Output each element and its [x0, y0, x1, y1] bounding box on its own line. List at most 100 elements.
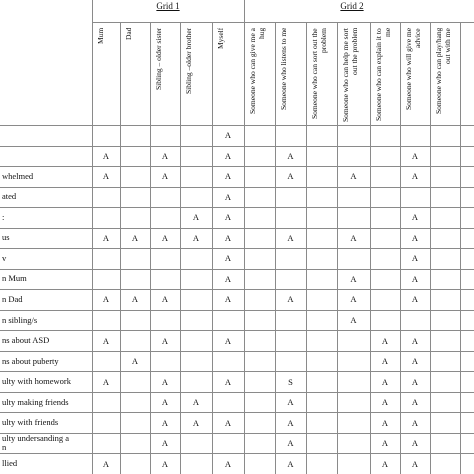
table-cell: A	[192, 417, 200, 428]
row-rule	[0, 432, 474, 434]
table-cell: A	[381, 458, 389, 469]
table-cell: A	[287, 232, 294, 243]
table-cell: A	[102, 335, 110, 346]
column-header: Dad	[124, 28, 133, 41]
row-label: ulty with homework	[2, 376, 71, 387]
table-cell: A	[102, 294, 110, 305]
column-header: Someone who can explain it to me	[374, 28, 392, 121]
table-cell: A	[161, 335, 169, 346]
table-cell: A	[224, 212, 232, 223]
table-cell: A	[381, 438, 389, 449]
row-label: whelmed	[2, 170, 34, 181]
table-cell: A	[161, 397, 169, 408]
column-header: Mum	[96, 28, 105, 45]
table-cell: A	[224, 130, 232, 141]
table-cell: A	[411, 438, 419, 449]
table-cell: A	[192, 232, 200, 243]
table-cell: A	[192, 397, 200, 408]
row-rule	[0, 186, 474, 188]
row-label: n sibling/s	[2, 314, 38, 325]
row-rule	[0, 350, 474, 352]
column-rule	[460, 22, 461, 474]
column-rule	[370, 22, 371, 474]
column-header: Someone who can play/hang out with me	[434, 28, 452, 115]
table-cell: A	[287, 397, 294, 408]
table-cell: A	[102, 150, 110, 161]
table-cell: A	[102, 232, 110, 243]
row-rule	[0, 453, 474, 455]
row-rule	[0, 289, 474, 291]
table-cell: A	[192, 212, 200, 223]
row-rule	[0, 330, 474, 332]
table-cell: A	[224, 417, 232, 428]
table-cell: A	[102, 458, 110, 469]
row-label: ulty making friends	[2, 396, 69, 407]
table-cell: A	[161, 438, 169, 449]
column-header: Someone who listens to me	[279, 28, 288, 111]
table-cell: A	[161, 171, 169, 182]
table-cell: A	[350, 315, 357, 325]
table-cell: A	[224, 253, 232, 264]
table-cell: A	[131, 294, 139, 305]
grid-title: Grid 1	[156, 1, 180, 11]
column-header: Sibling –older brother	[184, 28, 193, 95]
rule	[0, 125, 474, 126]
table-cell: A	[224, 191, 232, 202]
table-cell: A	[411, 294, 419, 305]
row-label: us	[2, 232, 10, 243]
table-cell: A	[411, 253, 419, 264]
row-label: llied	[2, 458, 18, 469]
table-cell: A	[161, 294, 169, 305]
table-cell: A	[411, 171, 419, 182]
row-label: ns about puberty	[2, 355, 59, 366]
table-cell: A	[381, 376, 389, 387]
grid-title: Grid 2	[340, 1, 364, 11]
column-rule	[337, 22, 338, 474]
rule	[92, 22, 474, 23]
table-cell: A	[411, 417, 419, 428]
table-cell: A	[381, 356, 389, 367]
table-cell: A	[411, 356, 419, 367]
table-cell: A	[161, 150, 169, 161]
column-header: Someone who will give me advice	[404, 28, 422, 111]
row-label: ulty undersanding a n	[2, 433, 70, 453]
table-cell: A	[131, 232, 139, 243]
table-cell: A	[102, 171, 110, 182]
table-cell: A	[161, 417, 169, 428]
table-cell: A	[161, 376, 169, 387]
table-cell: A	[381, 335, 389, 346]
table-cell: A	[350, 171, 357, 182]
table-cell: A	[381, 397, 389, 408]
row-rule	[0, 268, 474, 270]
table-cell: A	[411, 273, 419, 284]
row-rule	[0, 248, 474, 250]
column-header: Someone who can help me sort out the pro…	[341, 28, 359, 122]
column-rule	[244, 0, 245, 474]
row-label: :	[2, 211, 5, 222]
row-rule	[0, 166, 474, 168]
table-cell: A	[131, 356, 139, 367]
column-rule	[430, 22, 431, 474]
table-cell: A	[224, 335, 232, 346]
row-label: ated	[2, 191, 17, 202]
table-cell: A	[411, 376, 419, 387]
table-cell: S	[288, 376, 293, 387]
row-rule	[0, 145, 474, 147]
table-cell: A	[224, 232, 232, 243]
table-cell: A	[161, 458, 169, 469]
column-rule	[400, 22, 401, 474]
column-rule	[150, 22, 151, 474]
table-cell: A	[411, 458, 419, 469]
column-rule	[212, 22, 213, 474]
column-header: Sibling – older sister	[154, 28, 163, 91]
table-cell: A	[411, 335, 419, 346]
column-rule	[275, 22, 276, 474]
table-cell: A	[411, 397, 419, 408]
table-cell: A	[350, 294, 357, 305]
row-label: n Mum	[2, 273, 27, 284]
row-rule	[0, 391, 474, 393]
column-rule	[92, 0, 93, 474]
column-rule	[180, 22, 181, 474]
column-rule	[306, 22, 307, 474]
table-cell: A	[411, 232, 419, 243]
